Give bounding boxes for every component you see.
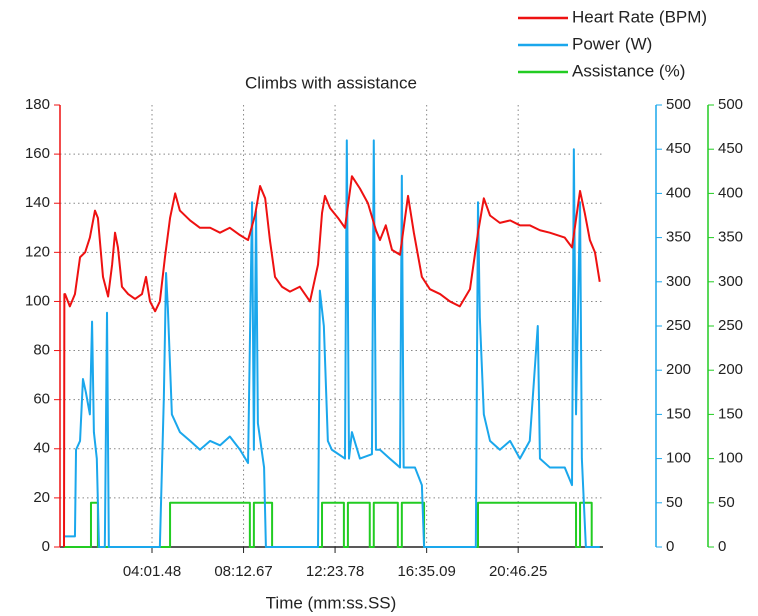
y-tick-label: 180 (25, 96, 50, 113)
x-tick-label: 20:46.25 (489, 563, 547, 580)
y3-tick-label: 350 (718, 229, 743, 246)
x-tick-label: 16:35.09 (397, 563, 455, 580)
y-tick-label: 20 (33, 489, 50, 506)
y3-tick-label: 50 (718, 494, 735, 511)
y3-tick-label: 300 (718, 273, 743, 290)
y-tick-label: 140 (25, 194, 50, 211)
series-line (64, 139, 600, 548)
y3-tick-label: 0 (718, 538, 726, 555)
series-line (64, 501, 600, 548)
y3-tick-label: 150 (718, 405, 743, 422)
y2-tick-label: 100 (666, 450, 691, 467)
legend-label: Power (W) (572, 34, 652, 53)
y-tick-label: 160 (25, 145, 50, 162)
x-tick-label: 08:12.67 (214, 563, 272, 580)
y-tick-label: 80 (33, 342, 50, 359)
y2-tick-label: 150 (666, 405, 691, 422)
y-tick-label: 40 (33, 440, 50, 457)
y2-tick-label: 350 (666, 229, 691, 246)
x-axis-label: Time (mm:ss.SS) (266, 593, 397, 612)
series-line (63, 175, 601, 548)
x-tick-label: 04:01.48 (123, 563, 181, 580)
y2-tick-label: 50 (666, 494, 683, 511)
x-tick-label: 12:23.78 (306, 563, 364, 580)
y3-tick-label: 500 (718, 96, 743, 113)
y3-tick-label: 250 (718, 317, 743, 334)
y3-tick-label: 100 (718, 450, 743, 467)
y-tick-label: 0 (42, 538, 50, 555)
y-tick-label: 60 (33, 391, 50, 408)
y2-tick-label: 300 (666, 273, 691, 290)
y2-tick-label: 200 (666, 361, 691, 378)
y3-tick-label: 400 (718, 184, 743, 201)
y-tick-label: 120 (25, 243, 50, 260)
chart-title: Climbs with assistance (245, 73, 417, 92)
y-tick-label: 100 (25, 292, 50, 309)
y2-tick-label: 500 (666, 96, 691, 113)
y2-tick-label: 0 (666, 538, 674, 555)
y2-tick-label: 450 (666, 140, 691, 157)
y3-tick-label: 450 (718, 140, 743, 157)
y2-tick-label: 250 (666, 317, 691, 334)
legend-label: Heart Rate (BPM) (572, 7, 707, 26)
y2-tick-label: 400 (666, 184, 691, 201)
legend-label: Assistance (%) (572, 61, 685, 80)
y3-tick-label: 200 (718, 361, 743, 378)
